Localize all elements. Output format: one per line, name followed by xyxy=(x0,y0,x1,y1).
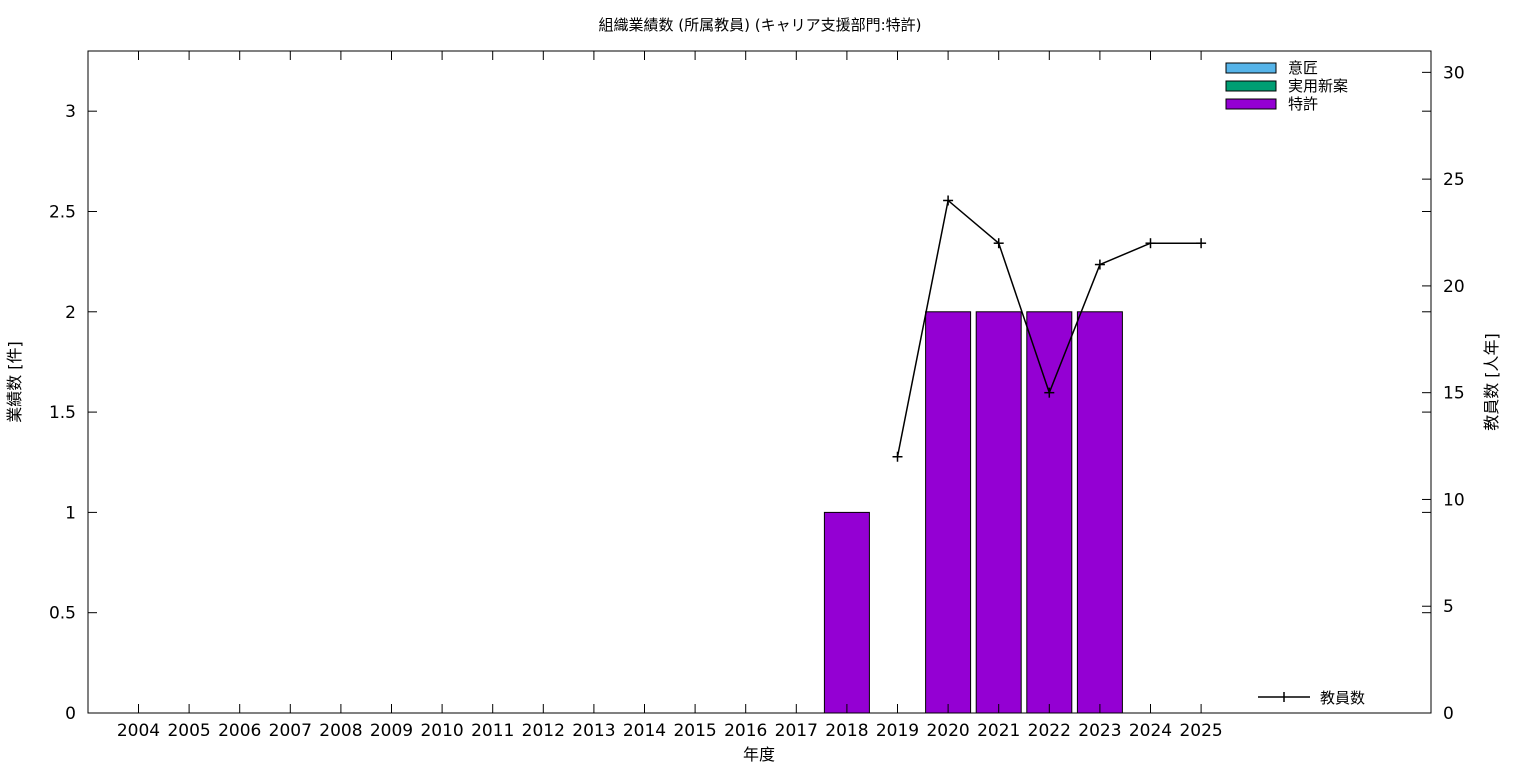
x-tick-label: 2021 xyxy=(977,721,1020,741)
x-tick-label: 2020 xyxy=(926,721,969,741)
x-tick-label: 2012 xyxy=(522,721,565,741)
line-point xyxy=(892,451,903,462)
x-tick-label: 2016 xyxy=(724,721,767,741)
y-tick-label: 2.5 xyxy=(49,202,76,222)
x-axis-label: 年度 xyxy=(743,745,775,764)
legend-swatch-1 xyxy=(1225,80,1277,92)
y2-tick-label: 10 xyxy=(1443,490,1465,510)
line-point xyxy=(1196,238,1207,249)
y-tick-label: 1.5 xyxy=(49,403,76,423)
x-tick-label: 2017 xyxy=(775,721,818,741)
bar-2-2022 xyxy=(1026,311,1073,714)
line-legend-label: 教員数 xyxy=(1320,689,1365,707)
legend-swatch-0 xyxy=(1225,62,1277,74)
y2-tick-label: 25 xyxy=(1443,170,1465,190)
y2-tick-label: 20 xyxy=(1443,277,1465,297)
bar-2-2018 xyxy=(823,511,870,714)
x-tick-label: 2009 xyxy=(370,721,413,741)
x-axis-ticks: 2004 2005 2006 2007 2008 2009 2010 2011 2012 2013… xyxy=(117,51,1223,741)
line-series-layer xyxy=(892,195,1207,462)
y2-tick-label: 5 xyxy=(1443,597,1454,617)
y-tick-label: 2 xyxy=(65,303,76,323)
x-tick-label: 2004 xyxy=(117,721,160,741)
x-tick-label: 2010 xyxy=(420,721,463,741)
x-tick-label: 2019 xyxy=(876,721,919,741)
x-tick-label: 2025 xyxy=(1179,721,1222,741)
line-point xyxy=(943,195,954,206)
bar-2-2023 xyxy=(1076,311,1123,714)
y-axis-ticks: 0 0.5 1 1.5 2 2.5 3 xyxy=(49,102,1431,724)
y-axis-label: 業績数 [件] xyxy=(5,341,24,423)
chart-title: 組織業績数 (所属教員) (キャリア支援部門:特許) xyxy=(598,16,921,34)
legend-label-0: 意匠 xyxy=(1288,59,1318,77)
line-point xyxy=(1094,259,1105,270)
legend-swatch-2 xyxy=(1225,98,1277,110)
x-tick-label: 2022 xyxy=(1028,721,1071,741)
line-point xyxy=(1145,238,1156,249)
y-tick-label: 0.5 xyxy=(49,604,76,624)
x-tick-label: 2015 xyxy=(673,721,716,741)
x-tick-label: 2018 xyxy=(825,721,868,741)
legend-label-2: 特許 xyxy=(1288,95,1318,113)
legend-label-1: 実用新案 xyxy=(1288,77,1348,95)
y2-axis-ticks: 0 5 10 15 20 25 30 xyxy=(1422,63,1465,724)
y-tick-label: 0 xyxy=(65,704,76,724)
plot-frame xyxy=(87,50,1432,714)
y2-tick-label: 30 xyxy=(1443,63,1465,83)
y2-tick-label: 0 xyxy=(1443,704,1454,724)
line-point xyxy=(1044,387,1055,398)
line-point xyxy=(993,238,1004,249)
x-tick-label: 2013 xyxy=(572,721,615,741)
x-tick-label: 2005 xyxy=(167,721,210,741)
x-tick-label: 2006 xyxy=(218,721,261,741)
x-tick-label: 2008 xyxy=(319,721,362,741)
x-tick-label: 2024 xyxy=(1129,721,1172,741)
line-legend: 教員数 xyxy=(1258,689,1365,707)
x-tick-label: 2023 xyxy=(1078,721,1121,741)
bar-2-2021 xyxy=(975,311,1022,714)
y-tick-label: 1 xyxy=(65,503,76,523)
x-tick-label: 2007 xyxy=(269,721,312,741)
bar-2-2020 xyxy=(925,311,972,714)
y2-tick-label: 15 xyxy=(1443,384,1465,404)
y2-axis-label: 教員数 [人年] xyxy=(1482,333,1501,431)
x-tick-label: 2011 xyxy=(471,721,514,741)
y-tick-label: 3 xyxy=(65,102,76,122)
x-tick-label: 2014 xyxy=(623,721,666,741)
